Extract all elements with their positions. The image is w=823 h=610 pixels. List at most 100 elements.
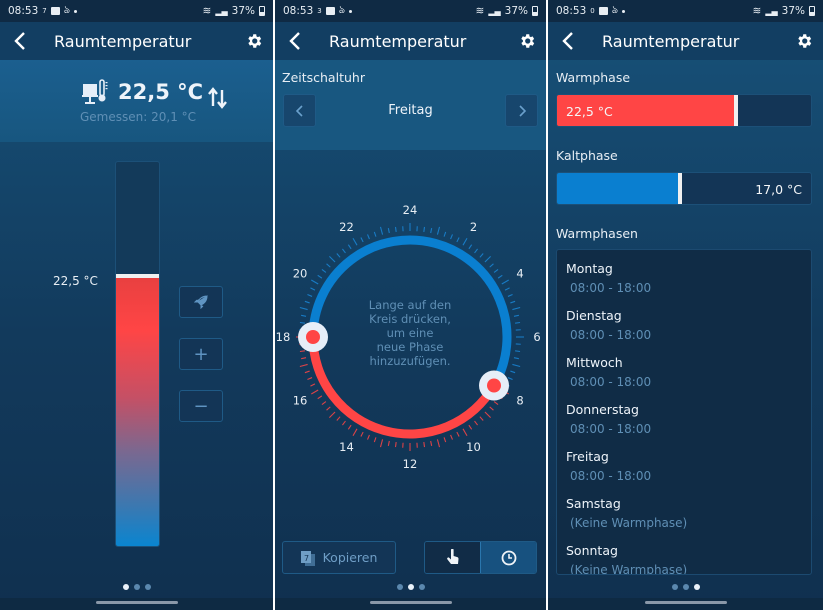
list-item[interactable]: Sonntag (Keine Warmphase)	[566, 543, 688, 575]
hint-line: hinzuzufügen.	[369, 354, 451, 368]
page-title: Raumtemperatur	[602, 31, 740, 51]
schedule-time: 08:00 - 18:00	[570, 375, 652, 389]
notification-dot-icon	[74, 9, 78, 13]
page-indicator	[0, 584, 273, 590]
setpoint-value: 22,5 °C	[118, 80, 204, 104]
battery-icon	[259, 6, 265, 16]
timer-mode-option[interactable]	[480, 542, 536, 573]
schedule-time: 08:00 - 18:00	[570, 328, 652, 342]
page-dot[interactable]	[396, 584, 403, 590]
boost-button[interactable]	[179, 286, 223, 318]
gallery-icon	[50, 7, 60, 15]
panel-timer: 08:53 3 ঌ ≋ ▂▄ 37% Raumtemperatur Zeitsc…	[275, 0, 546, 610]
cold-phase-handle[interactable]	[678, 173, 682, 204]
calendar-copy-icon: 7	[300, 550, 315, 566]
page-dot[interactable]	[682, 584, 689, 590]
gallery-icon	[598, 7, 608, 15]
wifi-icon: ≋	[475, 5, 485, 17]
page-dot[interactable]	[671, 584, 678, 590]
chevron-left-icon	[562, 32, 573, 50]
panel-room-temperature: 08:53 7 ঌ ≋ ▂▄ 37% Raumtemperatur	[0, 0, 273, 610]
list-item[interactable]: Freitag 08:00 - 18:00	[566, 449, 651, 483]
setpoint-summary: 22,5 °C Gemessen: 20,1 °C	[0, 60, 273, 142]
page-dot[interactable]	[693, 584, 700, 590]
temperature-slider[interactable]	[115, 161, 160, 547]
battery-percent: 37%	[504, 5, 528, 17]
svg-text:12: 12	[403, 457, 418, 471]
list-item[interactable]: Dienstag 08:00 - 18:00	[566, 308, 651, 342]
hint-line: um eine	[386, 326, 434, 340]
warm-phase-fill	[557, 95, 734, 126]
selected-day: Freitag	[388, 103, 433, 118]
schedule-day: Donnerstag	[566, 402, 639, 417]
svg-text:2: 2	[470, 220, 477, 234]
gear-icon[interactable]	[795, 32, 813, 50]
svg-text:4: 4	[516, 267, 523, 281]
gallery-icon	[325, 7, 335, 15]
temperature-slider-handle[interactable]	[116, 274, 159, 278]
schedule-time: 08:00 - 18:00	[570, 469, 652, 483]
hand-pointer-icon	[446, 549, 459, 564]
list-item[interactable]: Samstag (Keine Warmphase)	[566, 496, 687, 530]
link-icon: ঌ	[338, 3, 346, 16]
warm-phase-slider[interactable]: 22,5 °C	[556, 94, 812, 127]
svg-text:7: 7	[304, 554, 309, 563]
schedule-day: Freitag	[566, 449, 609, 464]
manual-mode-option[interactable]	[425, 542, 480, 573]
rocket-icon	[194, 295, 208, 309]
wifi-icon: ≋	[202, 5, 212, 17]
net-speed-icon: 3	[317, 6, 322, 15]
copy-button[interactable]: 7 Kopieren	[282, 541, 396, 574]
chevron-left-icon	[289, 32, 300, 50]
section-title-timer: Zeitschaltuhr	[282, 70, 365, 85]
home-gesture-handle[interactable]	[369, 601, 452, 604]
home-gesture-handle[interactable]	[95, 601, 178, 604]
swap-arrows-icon[interactable]	[208, 86, 228, 110]
decrease-button[interactable]: −	[179, 390, 223, 422]
previous-day-button[interactable]	[283, 94, 316, 127]
svg-text:20: 20	[293, 267, 308, 281]
page-dot[interactable]	[407, 584, 414, 590]
schedule-day: Montag	[566, 261, 613, 276]
back-button[interactable]	[548, 32, 588, 50]
warm-phase-value: 22,5 °C	[566, 104, 613, 119]
page-dot[interactable]	[144, 584, 151, 590]
list-item[interactable]: Donnerstag 08:00 - 18:00	[566, 402, 651, 436]
page-dot[interactable]	[133, 584, 140, 590]
svg-text:6: 6	[533, 330, 540, 344]
clock-hint: Lange auf den Kreis drücken, um eine neu…	[345, 298, 475, 368]
schedule-time: (Keine Warmphase)	[570, 563, 688, 575]
app-header: Raumtemperatur	[0, 22, 273, 60]
page-dot[interactable]	[418, 584, 425, 590]
system-nav-bar	[275, 598, 546, 610]
gear-icon[interactable]	[245, 32, 263, 50]
warm-phase-label: Warmphase	[556, 70, 631, 85]
cold-phase-slider[interactable]: 17,0 °C	[556, 172, 812, 205]
page-dot[interactable]	[122, 584, 129, 590]
link-icon: ঌ	[611, 3, 619, 16]
status-bar: 08:53 3 ঌ ≋ ▂▄ 37%	[275, 0, 546, 22]
notification-dot-icon	[622, 9, 626, 13]
back-button[interactable]	[0, 32, 40, 50]
svg-text:18: 18	[276, 330, 291, 344]
net-speed-icon: 7	[42, 6, 47, 15]
warm-phases-list-label: Warmphasen	[556, 226, 638, 241]
list-item[interactable]: Mittwoch 08:00 - 18:00	[566, 355, 651, 389]
warm-phase-handle[interactable]	[734, 95, 738, 126]
increase-button[interactable]: +	[179, 338, 223, 370]
next-day-button[interactable]	[505, 94, 538, 127]
schedule-day: Sonntag	[566, 543, 618, 558]
signal-icon: ▂▄	[765, 6, 778, 16]
back-button[interactable]	[275, 32, 315, 50]
page-title: Raumtemperatur	[329, 31, 467, 51]
warm-phases-list[interactable]: Montag 08:00 - 18:00 Dienstag 08:00 - 18…	[556, 249, 812, 575]
timer-header-bg	[275, 60, 546, 150]
gear-icon[interactable]	[518, 32, 536, 50]
day-selector: Freitag	[283, 94, 538, 128]
list-item[interactable]: Montag 08:00 - 18:00	[566, 261, 651, 295]
system-nav-bar	[0, 598, 273, 610]
home-gesture-handle[interactable]	[644, 601, 727, 604]
hint-line: Lange auf den	[368, 298, 452, 312]
schedule-day: Samstag	[566, 496, 621, 511]
